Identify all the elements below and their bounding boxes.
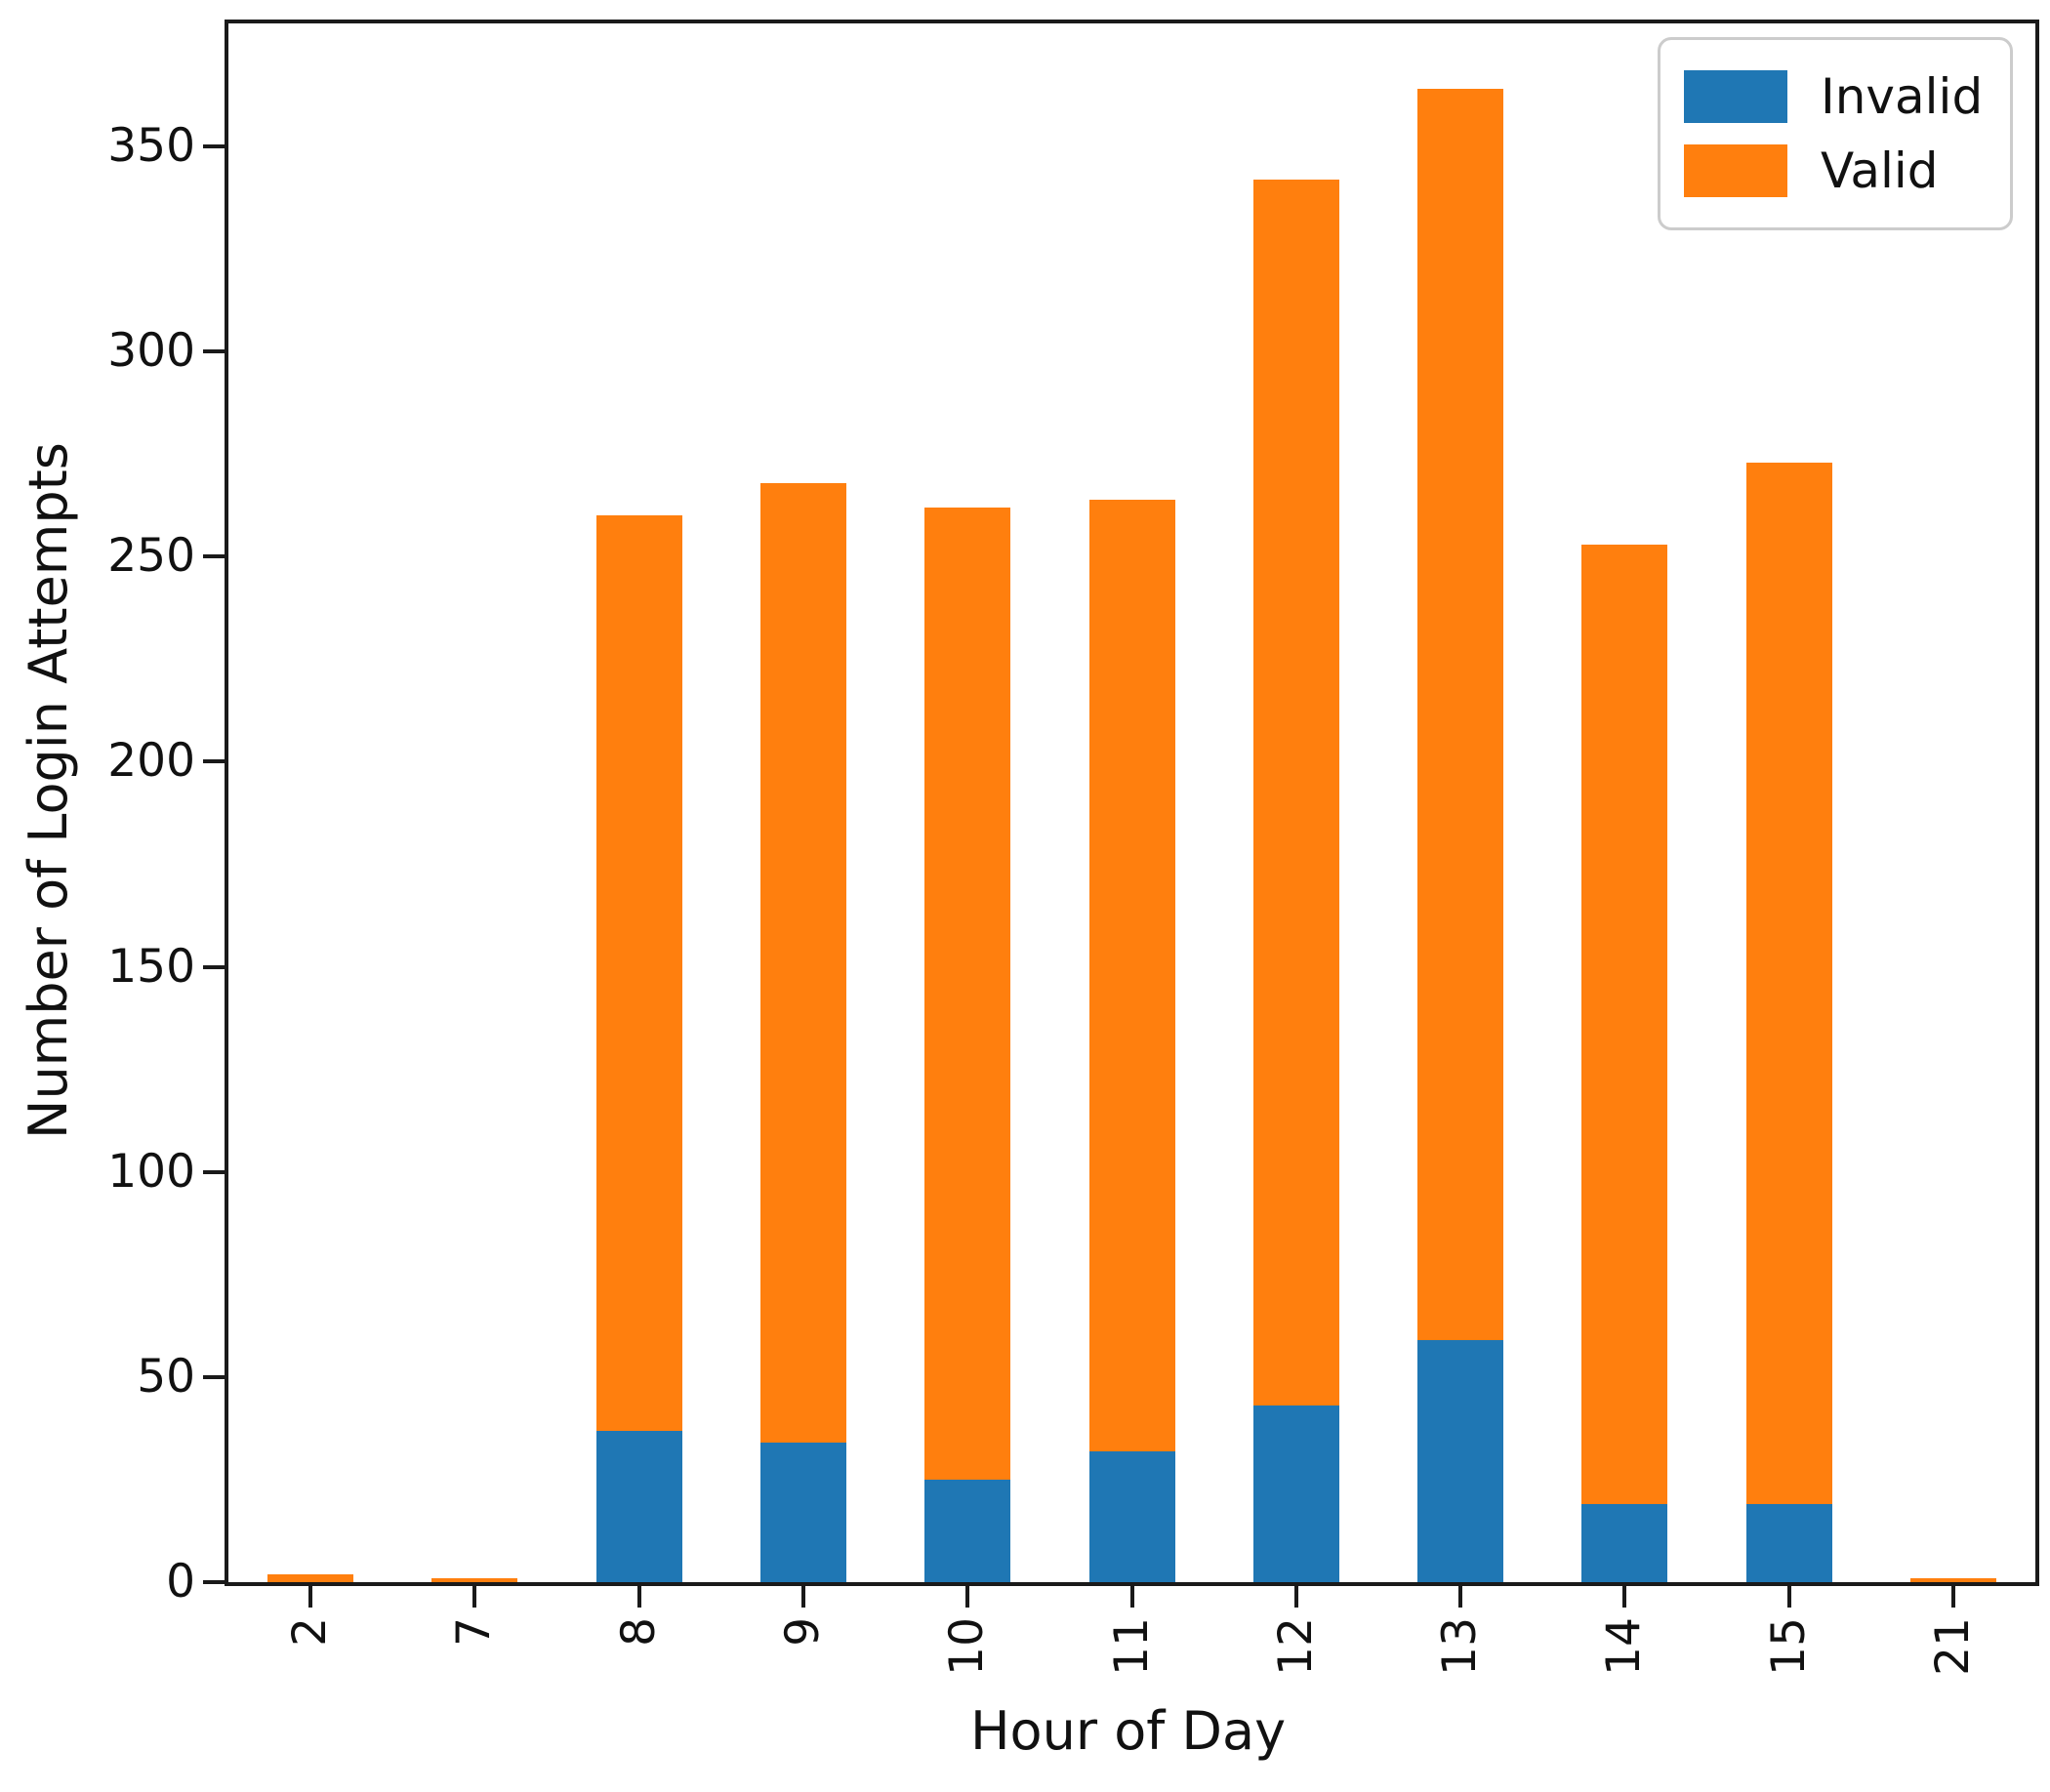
x-tick-label-2: 2 (283, 1617, 338, 1647)
x-tick-mark (472, 1586, 477, 1608)
bar-segment-valid-hour-2 (267, 1573, 354, 1582)
y-tick-mark (203, 144, 225, 149)
y-tick-label-0: 0 (166, 1555, 195, 1609)
y-tick-label-300: 300 (107, 324, 195, 379)
x-axis-title: Hour of Day (969, 1700, 1287, 1762)
x-tick-label-14: 14 (1597, 1617, 1652, 1676)
y-tick-mark (203, 1374, 225, 1379)
y-tick-label-250: 250 (107, 529, 195, 584)
y-tick-label-350: 350 (107, 119, 195, 174)
bar-segment-valid-hour-11 (1088, 499, 1175, 1451)
legend-entry-invalid: Invalid (1684, 60, 1987, 134)
x-tick-label-15: 15 (1761, 1617, 1816, 1676)
y-tick-mark (203, 964, 225, 969)
x-tick-mark (1622, 1586, 1627, 1608)
x-tick-label-13: 13 (1433, 1617, 1488, 1676)
x-tick-label-21: 21 (1925, 1617, 1980, 1676)
x-tick-label-9: 9 (775, 1617, 830, 1647)
y-tick-mark (203, 554, 225, 559)
y-tick-mark (203, 759, 225, 764)
bar-segment-valid-hour-9 (759, 482, 846, 1444)
x-tick-mark (1786, 1586, 1791, 1608)
x-tick-mark (1129, 1586, 1134, 1608)
x-tick-mark (636, 1586, 641, 1608)
bar-segment-valid-hour-13 (1417, 89, 1504, 1341)
bar-segment-invalid-hour-11 (1088, 1450, 1175, 1582)
bar-segment-invalid-hour-15 (1745, 1504, 1832, 1582)
bar-segment-invalid-hour-14 (1581, 1504, 1668, 1582)
y-tick-label-200: 200 (107, 734, 195, 789)
bar-segment-valid-hour-15 (1745, 462, 1832, 1505)
x-tick-mark (308, 1586, 313, 1608)
x-tick-mark (1950, 1586, 1955, 1608)
bar-segment-invalid-hour-9 (759, 1443, 846, 1582)
x-tick-mark (965, 1586, 970, 1608)
legend-label-valid: Valid (1821, 143, 1939, 199)
x-tick-label-11: 11 (1104, 1617, 1159, 1676)
x-tick-mark (1458, 1586, 1463, 1608)
legend-entry-valid: Valid (1684, 134, 1987, 208)
x-tick-mark (1293, 1586, 1298, 1608)
bar-segment-valid-hour-14 (1581, 544, 1668, 1505)
bar-segment-valid-hour-8 (595, 515, 682, 1431)
x-tick-label-12: 12 (1268, 1617, 1323, 1676)
bar-segment-invalid-hour-13 (1417, 1340, 1504, 1582)
bar-segment-valid-hour-10 (924, 507, 1011, 1480)
y-tick-label-50: 50 (137, 1349, 195, 1404)
bar-segment-invalid-hour-8 (595, 1430, 682, 1582)
y-tick-mark (203, 1169, 225, 1174)
bar-segment-valid-hour-21 (1909, 1577, 1996, 1582)
plot-area: 2 7 8 9 10 11 12 13 14 15 21 0 50 100 150 200 250 300 350 (107, 20, 2039, 1676)
x-tick-mark (800, 1586, 805, 1608)
x-tick-label-8: 8 (611, 1617, 666, 1647)
legend-swatch-valid (1684, 144, 1787, 197)
y-tick-mark (203, 349, 225, 354)
bar-segment-valid-hour-12 (1252, 179, 1339, 1406)
x-tick-label-10: 10 (940, 1617, 995, 1676)
bar-segment-invalid-hour-10 (924, 1479, 1011, 1582)
y-tick-label-100: 100 (107, 1144, 195, 1199)
legend-label-invalid: Invalid (1821, 68, 1984, 125)
legend-swatch-invalid (1684, 70, 1787, 123)
bar-segment-valid-hour-7 (431, 1577, 518, 1582)
bar-segment-invalid-hour-12 (1252, 1405, 1339, 1582)
y-tick-label-150: 150 (107, 939, 195, 994)
legend: Invalid Valid (1658, 37, 2013, 230)
x-tick-label-7: 7 (447, 1617, 502, 1647)
y-tick-mark (203, 1580, 225, 1584)
